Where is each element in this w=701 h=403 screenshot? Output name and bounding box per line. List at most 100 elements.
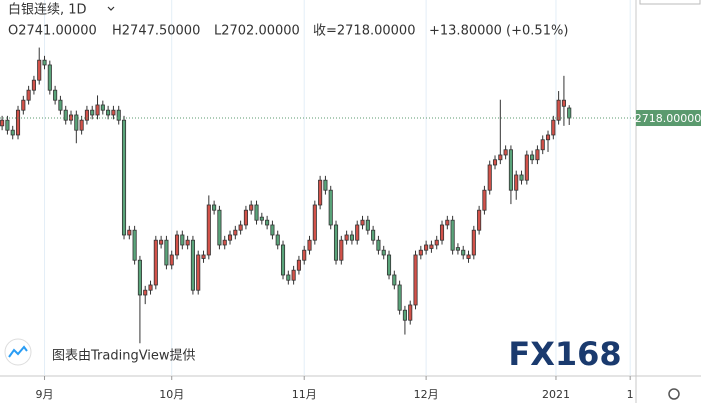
dropdown-icon[interactable] [107,6,115,11]
ohlc-high: H2747.50000 [112,24,200,39]
candle-body [328,189,333,226]
candle-body [471,229,476,256]
candle-body [397,284,402,311]
candle-body [540,139,545,151]
candle-body [21,99,26,111]
candle-body [31,79,36,91]
candle-body [302,249,307,261]
candle-body [53,89,58,101]
candle-body [217,209,222,246]
candle-body [127,229,132,236]
candle-body [545,134,551,141]
candle-body [243,209,248,226]
candle-body [551,119,556,136]
candle-body [159,239,164,245]
candle-body [408,304,413,321]
candle-body [556,99,561,121]
tv-logo-mark [8,345,28,358]
last-price-tag [636,110,701,127]
symbol: 白银连续, 1D [8,2,87,18]
candle-body [519,174,524,181]
candle-body [418,249,423,256]
candle-body [365,219,370,231]
candle-body [424,244,429,251]
candle-body [413,254,418,306]
ohlc-open: O2741.00000 [8,24,97,39]
candle-body [185,239,190,246]
candle-body [561,99,566,107]
x-tick-label: 2021 [542,388,570,401]
candle-body [355,224,360,241]
candle-body [121,119,127,236]
x-tick-label: 12月 [414,388,439,401]
candle-body [153,239,158,286]
candle-body [100,104,105,111]
candle-body [5,119,10,131]
candle-body [137,259,142,296]
candle-body [196,254,201,291]
x-tick-label: 11月 [292,388,317,401]
candle-body [386,254,392,276]
ohlc-change: +13.80000 (+0.51%) [429,24,568,39]
candle-body [227,234,233,241]
candle-body [233,229,238,236]
candle-body [15,109,21,136]
candle-body [339,239,344,261]
candle-body [487,164,492,191]
candle-body [498,154,503,161]
candle-body [429,244,434,249]
settings-icon[interactable] [668,388,680,400]
candle-body [254,204,259,221]
candle-body [90,109,95,116]
candle-body [466,254,471,259]
candle-body [280,244,286,276]
candle-body [47,64,52,91]
candle-body [95,104,100,116]
candle-body [238,224,243,231]
candle-body [201,254,206,259]
candle-body [524,154,529,181]
candle-body [106,109,111,116]
candle-body [63,109,68,121]
candle-body [84,109,89,121]
candle-body [58,99,63,111]
last-price-label: 2718.00000 [635,112,701,125]
candle-body [174,234,180,256]
corner-box [639,0,701,5]
candle-body [371,229,376,241]
x-tick-label: 10月 [159,388,184,401]
candle-body [360,219,365,226]
candle-body [249,204,254,211]
candle-body [323,179,328,191]
candle-body [477,209,482,231]
candle-body [286,274,291,281]
candle-body [79,119,84,131]
candle-body [206,204,211,256]
candle-body [143,289,148,296]
candle-body [111,109,116,116]
candle-body [455,247,460,251]
tv-logo[interactable] [4,338,32,366]
candle-body [164,239,169,266]
candle-body [349,234,354,241]
candle-body [0,119,5,127]
candle-body [514,174,519,191]
candle-body [439,224,445,241]
candle-body [492,159,498,166]
candle-body [265,219,270,226]
candle-body [392,274,397,286]
candle-body [402,309,407,321]
candle-body [275,234,280,246]
gear[interactable] [668,388,680,400]
candle-body [26,89,31,101]
candle-body [530,154,535,161]
candle-body [535,149,540,161]
x-tick-label: 1 [627,388,634,401]
candle-body [37,59,42,81]
candle-body [180,234,185,246]
candle-body [148,284,153,291]
candle-body [42,59,47,66]
candle-body [450,219,455,251]
